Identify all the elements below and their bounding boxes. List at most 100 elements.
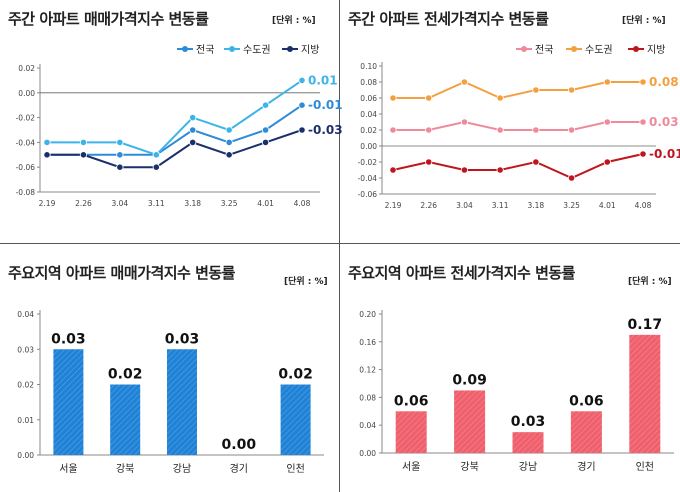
data-point (532, 126, 540, 134)
x-tick-label: 4.08 (635, 201, 652, 210)
legend-swatch-marker (571, 46, 577, 52)
y-tick-label: 0.04 (17, 310, 34, 319)
y-tick-label: 0.02 (18, 64, 35, 73)
data-point (639, 78, 647, 86)
legend-label: 수도권 (585, 44, 613, 56)
data-point (567, 86, 576, 94)
data-point (639, 118, 647, 126)
series-line (47, 129, 303, 169)
data-point (298, 126, 306, 134)
x-tick-label: 3.18 (184, 199, 201, 208)
data-point (603, 118, 611, 126)
x-tick-label: 3.11 (492, 201, 509, 210)
data-point (189, 138, 197, 146)
y-tick-label: 0.02 (360, 126, 377, 135)
unit-label: [단위 : %] (622, 16, 666, 26)
end-value-label: 0.03 (649, 115, 679, 129)
bar-value-label: 0.02 (278, 367, 313, 383)
bar-value-label: 0.09 (452, 372, 487, 388)
y-tick-label: 0.00 (18, 89, 35, 98)
x-tick-label: 경기 (577, 460, 595, 473)
series-line (393, 80, 643, 100)
y-tick-label: 0.04 (359, 421, 376, 430)
legend-swatch-marker (521, 46, 527, 52)
y-tick-label: 0.10 (360, 62, 377, 71)
x-tick-label: 2.19 (39, 199, 56, 208)
series-line (393, 120, 643, 131)
bar-hatch (395, 411, 427, 453)
bar-value-label: 0.06 (394, 393, 429, 409)
data-point (460, 78, 469, 86)
legend-label: 지방 (301, 44, 319, 56)
data-point (261, 126, 270, 134)
x-tick-label: 강남 (173, 463, 191, 475)
end-value-label: 0.08 (649, 75, 679, 89)
y-tick-label: -0.08 (16, 188, 36, 197)
data-point (189, 126, 197, 134)
x-tick-label: 4.08 (294, 199, 311, 208)
y-tick-label: 0.03 (17, 345, 34, 354)
chart-title: 주간 아파트 전세가격지수 변동률 (348, 10, 549, 28)
series-line (392, 153, 644, 180)
end-value-label: 0.01 (308, 73, 338, 87)
legend-swatch-marker (287, 46, 293, 52)
bar-hatch (167, 349, 197, 455)
series-line (47, 104, 303, 156)
data-point (496, 166, 504, 174)
unit-label: [단위 : %] (628, 277, 672, 287)
data-point (496, 126, 504, 134)
legend-swatch-marker (229, 46, 235, 52)
data-point (225, 151, 233, 159)
data-point (567, 174, 576, 182)
data-point (225, 126, 233, 134)
line-chart-sale-weekly: 0.02 0.00 -0.02 -0.04 -0.06 -0.082.19 2.26 3.04… (16, 44, 343, 208)
bar-value-label: 0.03 (51, 331, 86, 347)
chart-title: 주간 아파트 매매가격지수 변동률 (8, 10, 209, 28)
legend-swatch-marker (182, 46, 188, 52)
data-point (460, 118, 469, 126)
data-point (152, 151, 160, 159)
data-point (603, 78, 611, 86)
bar-value-label: 0.03 (511, 414, 546, 430)
data-point (389, 126, 397, 134)
data-point (79, 151, 88, 159)
bar-value-label: 0.02 (108, 367, 143, 383)
data-point (116, 138, 124, 146)
data-point (496, 94, 504, 102)
line-chart-jeonse-weekly: 0.10 0.08 0.06 0.04 0.02 0.00 -0.02 -0.04 -0.06 2… (358, 44, 680, 210)
end-value-label: -0.01 (649, 147, 680, 161)
data-point (189, 114, 197, 122)
y-tick-label: -0.02 (358, 158, 378, 167)
chart-panel-sale-regions: 주요지역 아파트 매매가격지수 변동률 [단위 : %] 0.04 0.03 0.0… (0, 244, 340, 492)
y-tick-label: -0.02 (16, 114, 36, 123)
bar-value-label: 0.00 (222, 437, 257, 453)
panel-divider-vertical (339, 0, 340, 492)
bar-hatch (570, 411, 602, 453)
data-point (116, 163, 124, 171)
legend-swatch-marker (633, 46, 639, 52)
data-point (152, 163, 160, 171)
data-point (261, 138, 270, 146)
data-point (532, 158, 540, 166)
y-tick-label: -0.06 (358, 190, 378, 199)
x-tick-label: 강북 (116, 463, 134, 475)
y-tick-label: 0.16 (359, 338, 376, 347)
bar-chart-sale-regions: 0.04 0.03 0.02 0.01 0.00 0.03 서울 0.02 강북 0.03 강남 0.… (17, 310, 324, 475)
x-tick-label: 경기 (230, 462, 248, 475)
bar-hatch (110, 384, 141, 455)
end-value-label: -0.01 (308, 98, 343, 112)
x-tick-label: 인천 (286, 463, 304, 475)
chart-panel-sale-weekly: 주간 아파트 매매가격지수 변동률 [단위 : %] 0.02 0.00 -0.02… (0, 0, 343, 244)
data-point (532, 86, 540, 94)
y-tick-label: 0.08 (359, 393, 376, 402)
y-tick-label: -0.04 (358, 174, 378, 183)
bar-value-label: 0.03 (165, 331, 200, 347)
chart-title: 주요지역 아파트 전세가격지수 변동률 (348, 264, 575, 282)
x-tick-label: 서울 (402, 461, 420, 473)
panel-divider-horizontal (0, 243, 680, 244)
x-tick-label: 2.26 (420, 201, 437, 210)
data-point (261, 101, 270, 109)
data-point (43, 138, 51, 146)
data-point (639, 150, 647, 158)
y-tick-label: 0.00 (359, 449, 376, 458)
